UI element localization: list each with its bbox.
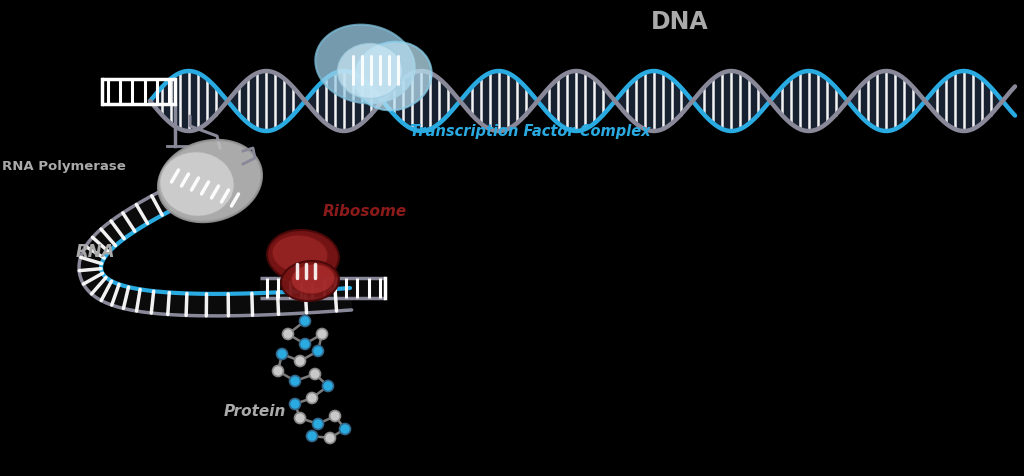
Ellipse shape — [338, 44, 402, 99]
Polygon shape — [929, 72, 998, 132]
Polygon shape — [154, 72, 223, 132]
Polygon shape — [309, 72, 379, 132]
Ellipse shape — [267, 230, 339, 282]
Circle shape — [283, 329, 294, 340]
Ellipse shape — [315, 26, 415, 104]
Polygon shape — [851, 72, 922, 132]
Polygon shape — [774, 72, 844, 132]
Text: DNA: DNA — [651, 10, 709, 34]
Circle shape — [312, 346, 324, 357]
Text: Protein: Protein — [224, 404, 286, 418]
Polygon shape — [618, 72, 688, 132]
Circle shape — [299, 316, 310, 327]
Circle shape — [330, 411, 341, 422]
Circle shape — [276, 349, 288, 360]
Circle shape — [312, 418, 324, 430]
Circle shape — [323, 381, 334, 392]
Text: RNA Polymerase: RNA Polymerase — [2, 160, 126, 173]
Circle shape — [340, 424, 350, 435]
Polygon shape — [231, 72, 301, 132]
Ellipse shape — [354, 42, 432, 111]
Ellipse shape — [160, 152, 234, 217]
Circle shape — [272, 366, 284, 377]
Circle shape — [316, 329, 328, 340]
Circle shape — [309, 369, 321, 380]
Ellipse shape — [159, 141, 262, 222]
Polygon shape — [79, 192, 351, 316]
Circle shape — [295, 413, 305, 424]
Circle shape — [290, 399, 300, 410]
Text: RNA: RNA — [75, 242, 115, 260]
Polygon shape — [696, 72, 766, 132]
Circle shape — [290, 376, 300, 387]
Text: Ribosome: Ribosome — [323, 204, 408, 219]
Ellipse shape — [272, 236, 328, 274]
Circle shape — [295, 356, 305, 367]
Ellipse shape — [281, 261, 339, 301]
Text: Transcription Factor Complex: Transcription Factor Complex — [410, 124, 650, 139]
Ellipse shape — [291, 264, 335, 295]
Polygon shape — [542, 72, 611, 132]
Circle shape — [306, 393, 317, 404]
Circle shape — [299, 339, 310, 350]
Circle shape — [325, 433, 336, 444]
Polygon shape — [386, 72, 456, 132]
Circle shape — [306, 431, 317, 442]
Polygon shape — [464, 72, 534, 132]
